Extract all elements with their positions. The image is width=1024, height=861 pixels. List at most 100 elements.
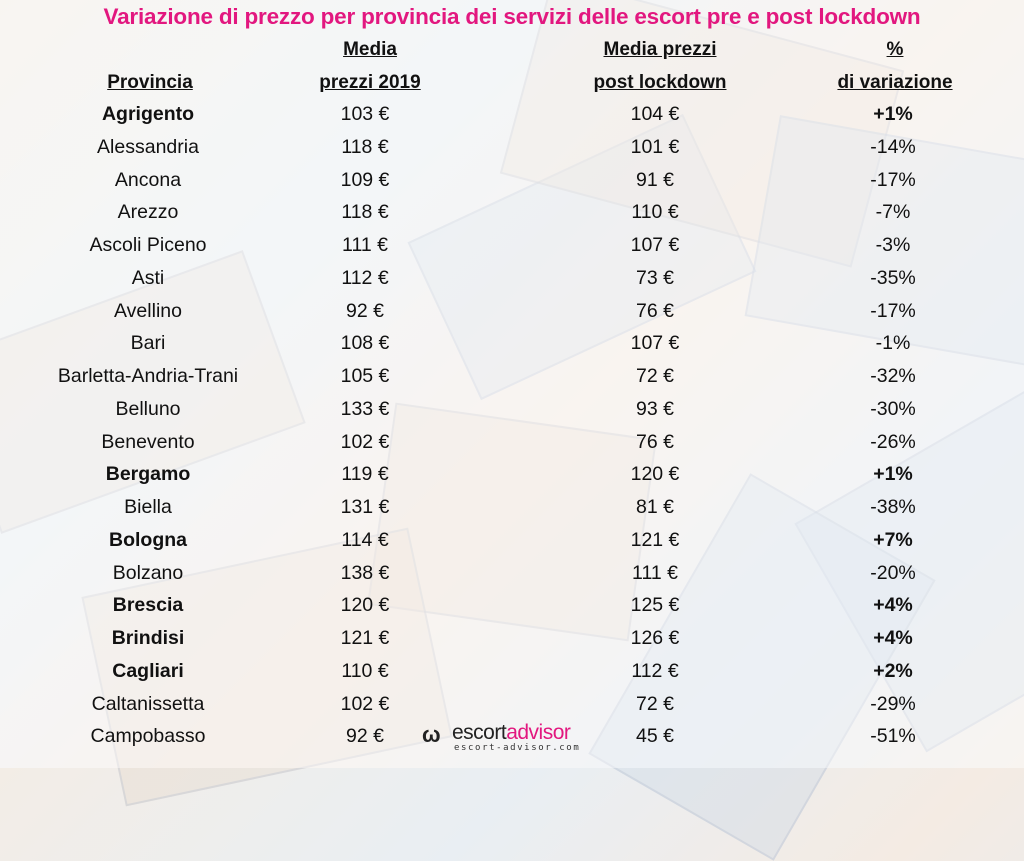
media-post-cell: 72 € bbox=[636, 692, 674, 715]
media-post-cell: 110 € bbox=[631, 201, 679, 224]
media-post-cell: 91 € bbox=[636, 168, 674, 191]
variazione-cell: -29% bbox=[870, 692, 916, 715]
media-2019-cell: 131 € bbox=[340, 496, 390, 518]
variazione-cell: -32% bbox=[870, 365, 916, 387]
variazione-cell: -26% bbox=[870, 430, 916, 453]
provincia-cell: Bari bbox=[130, 332, 166, 355]
provincia-cell: Agrigento bbox=[101, 103, 195, 125]
media-2019-cell: 120 € bbox=[340, 594, 390, 617]
media-2019-cell: 102 € bbox=[340, 692, 390, 715]
media-post-cell: 104 € bbox=[630, 103, 680, 125]
provincia-cell: Brescia bbox=[112, 594, 184, 617]
variazione-cell: +2% bbox=[873, 659, 913, 682]
provincia-cell: Ascoli Piceno bbox=[89, 234, 207, 256]
table-row: Avellino 92 € 76 € -17% bbox=[0, 295, 1024, 328]
media-2019-cell: 138 € bbox=[340, 561, 390, 584]
variazione-cell: -1% bbox=[875, 332, 911, 355]
media-2019-cell: 111 € bbox=[342, 234, 388, 256]
provincia-cell: Cagliari bbox=[112, 659, 184, 682]
media-2019-cell: 121 € bbox=[340, 627, 390, 649]
table-row: Caltanissetta 102 € 72 € -29% bbox=[0, 688, 1024, 721]
table-row: Bari 108 € 107 € -1% bbox=[0, 327, 1024, 360]
media-2019-cell: 118 € bbox=[341, 201, 389, 224]
variazione-cell: -35% bbox=[870, 266, 916, 289]
media-2019-cell: 103 € bbox=[340, 103, 390, 125]
media-2019-cell: 114 € bbox=[341, 528, 389, 551]
table-row: Cagliari 110 € 112 € +2% bbox=[0, 655, 1024, 688]
chart-title: Variazione di prezzo per provincia dei s… bbox=[103, 4, 921, 29]
media-2019-cell: 119 € bbox=[341, 463, 389, 486]
media-post-cell: 121 € bbox=[630, 528, 680, 551]
provincia-cell: Benevento bbox=[101, 430, 195, 453]
media-post-cell: 112 € bbox=[631, 659, 679, 682]
table-row: Ancona 109 € 91 € -17% bbox=[0, 164, 1024, 197]
provincia-cell: Brindisi bbox=[111, 627, 185, 649]
media-post-cell: 72 € bbox=[636, 365, 674, 387]
table-row: Brindisi 121 € 126 € +4% bbox=[0, 622, 1024, 655]
media-post-cell: 126 € bbox=[630, 627, 680, 649]
logo-name-a: escort bbox=[452, 721, 507, 744]
provincia-cell: Asti bbox=[131, 266, 165, 289]
variazione-cell: -20% bbox=[870, 561, 916, 584]
variazione-cell: -7% bbox=[875, 201, 911, 224]
provincia-cell: Avellino bbox=[114, 299, 182, 322]
media-2019-cell: 102 € bbox=[340, 430, 390, 453]
provincia-cell: Barletta-Andria-Trani bbox=[57, 365, 239, 387]
variazione-cell: -30% bbox=[870, 397, 916, 420]
header-variazione: % di variazione bbox=[837, 39, 953, 93]
variazione-cell: -17% bbox=[870, 168, 916, 191]
table-row: Arezzo 118 € 110 € -7% bbox=[0, 196, 1024, 229]
media-2019-cell: 108 € bbox=[340, 332, 390, 355]
media-2019-cell: 133 € bbox=[340, 397, 390, 420]
background-veil bbox=[0, 0, 1024, 768]
table-row: Belluno 133 € 93 € -30% bbox=[0, 393, 1024, 426]
variazione-cell: -38% bbox=[870, 496, 916, 518]
header-provincia: Provincia bbox=[107, 72, 193, 93]
variazione-cell: +4% bbox=[873, 594, 913, 617]
provincia-cell: Bergamo bbox=[105, 463, 191, 486]
media-post-cell: 111 € bbox=[632, 561, 678, 584]
table-row: Alessandria 118 € 101 € -14% bbox=[0, 131, 1024, 164]
variazione-cell: +4% bbox=[873, 627, 913, 649]
table-row: Biella 131 € 81 € -38% bbox=[0, 491, 1024, 524]
media-2019-cell: 110 € bbox=[341, 659, 389, 682]
table-row: Benevento 102 € 76 € -26% bbox=[0, 426, 1024, 459]
escortadvisor-logo: ω escortadvisor escort-advisor.com bbox=[422, 721, 604, 754]
variazione-cell: -17% bbox=[870, 299, 916, 322]
provincia-cell: Biella bbox=[124, 496, 172, 518]
table-row: Agrigento 103 € 104 € +1% bbox=[0, 98, 1024, 131]
header-media-2019: Media prezzi 2019 bbox=[319, 39, 421, 93]
table-row: Bolzano 138 € 111 € -20% bbox=[0, 557, 1024, 590]
variazione-cell: -14% bbox=[870, 135, 916, 158]
table-row: Bergamo 119 € 120 € +1% bbox=[0, 458, 1024, 491]
provincia-cell: Alessandria bbox=[97, 135, 199, 158]
variazione-cell: +1% bbox=[873, 103, 913, 125]
media-2019-cell: 112 € bbox=[341, 266, 389, 289]
media-2019-cell: 105 € bbox=[340, 365, 390, 387]
media-post-cell: 107 € bbox=[630, 234, 680, 256]
logo-mark-icon: ω bbox=[422, 722, 441, 747]
media-2019-cell: 92 € bbox=[346, 725, 384, 748]
media-post-cell: 81 € bbox=[636, 496, 674, 518]
table-row: Bologna 114 € 121 € +7% bbox=[0, 524, 1024, 557]
media-2019-cell: 92 € bbox=[346, 299, 384, 322]
media-post-cell: 45 € bbox=[636, 725, 674, 748]
variazione-cell: -3% bbox=[875, 234, 911, 256]
provincia-cell: Bologna bbox=[109, 528, 187, 551]
media-post-cell: 73 € bbox=[636, 266, 674, 289]
media-post-cell: 101 € bbox=[630, 135, 680, 158]
media-2019-cell: 109 € bbox=[340, 168, 390, 191]
media-post-cell: 76 € bbox=[636, 299, 674, 322]
media-post-cell: 125 € bbox=[630, 594, 680, 617]
provincia-cell: Ancona bbox=[114, 168, 182, 191]
provincia-cell: Campobasso bbox=[90, 725, 206, 748]
media-post-cell: 107 € bbox=[630, 332, 680, 355]
variazione-cell: +1% bbox=[873, 463, 913, 486]
variazione-cell: +7% bbox=[873, 528, 913, 551]
provincia-cell: Belluno bbox=[115, 397, 181, 420]
variazione-cell: -51% bbox=[870, 725, 916, 748]
logo-name-b: advisor bbox=[506, 721, 571, 744]
table-row: Barletta-Andria-Trani 105 € 72 € -32% bbox=[0, 360, 1024, 393]
media-post-cell: 76 € bbox=[636, 430, 674, 453]
table-row: Ascoli Piceno 111 € 107 € -3% bbox=[0, 229, 1024, 262]
